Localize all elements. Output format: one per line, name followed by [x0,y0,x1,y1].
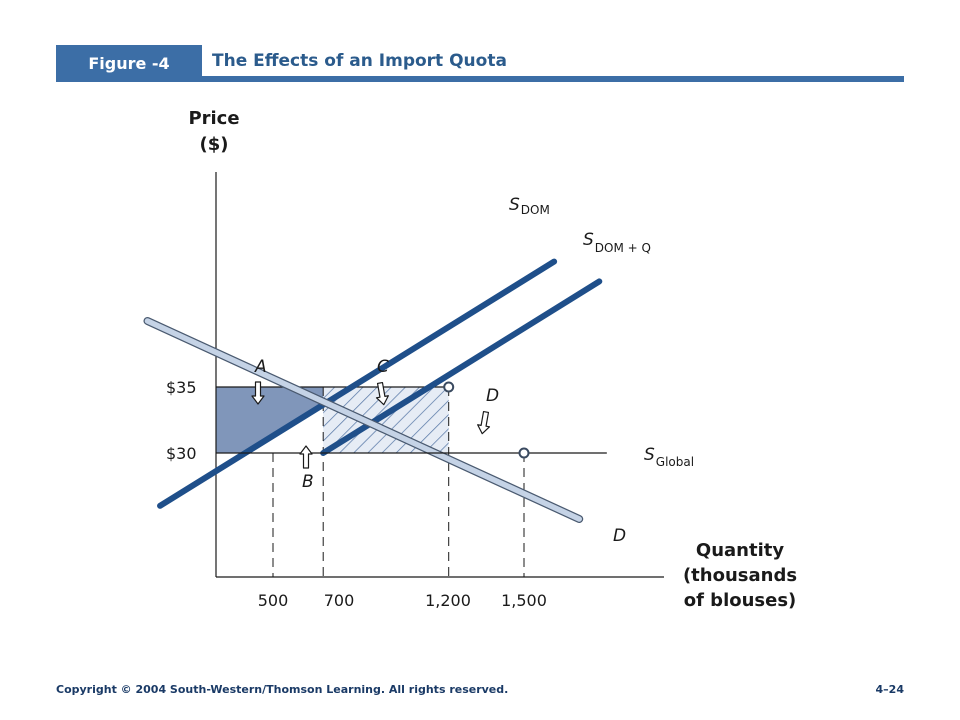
equilibrium-point-2 [518,447,530,459]
figure-label: Figure -4 [56,45,202,82]
area-d-arrow-shape [477,410,491,435]
area-b-label: B [302,472,314,492]
sglobal-label-sub: Global [656,455,694,469]
x-axis-label-line-1: Quantity [696,540,784,561]
x-tick-label-500: 500 [258,591,289,610]
sdom-curve-label: SDOM [509,195,550,217]
sdom-label-sub: DOM [521,203,550,217]
area-c-arrow [375,381,389,406]
area-b-arrow-shape [299,445,313,469]
area-a-arrow [251,381,265,405]
sdom-label-main: S [509,195,520,215]
figure-title: The Effects of an Import Quota [212,51,507,71]
area-c-label: C [377,357,389,377]
sglobal-curve-label: SGlobal [644,445,694,469]
x-tick-label-1200: 1,200 [425,591,471,610]
equilibrium-point-1 [443,381,455,393]
demand-curve [144,318,582,522]
area-a-arrow-shape [251,381,265,405]
sdomq-curve-label: SDOM + Q [583,230,651,255]
copyright-notice: Copyright © 2004 South-Western/Thomson L… [56,683,509,696]
sdom-curve [157,258,558,509]
area-b-arrow [299,445,313,469]
area-a-label: A [254,357,267,377]
x-tick-label-700: 700 [324,591,355,610]
y-axis-label-line-1: Price [188,108,239,129]
header-rule [56,76,904,82]
slide-number: 4–24 [875,683,904,696]
sglobal-label-main: S [644,445,655,465]
y-axis-label-line-2: ($) [200,134,229,155]
y-tick-label-35: $35 [166,378,197,397]
area-d-arrow [477,410,491,435]
x-axis-label-line-2: (thousands [683,565,797,586]
y-tick-label-30: $30 [166,444,197,463]
sdomq-curve [320,278,603,456]
demand-curve-label: D [613,526,626,546]
x-axis-label-line-3: of blouses) [684,590,797,611]
sdomq-label-sub: DOM + Q [595,241,651,255]
sdomq-label-main: S [583,230,594,250]
x-tick-label-1500: 1,500 [501,591,547,610]
area-c-arrow-shape [375,381,389,406]
area-d-label: D [486,386,499,406]
